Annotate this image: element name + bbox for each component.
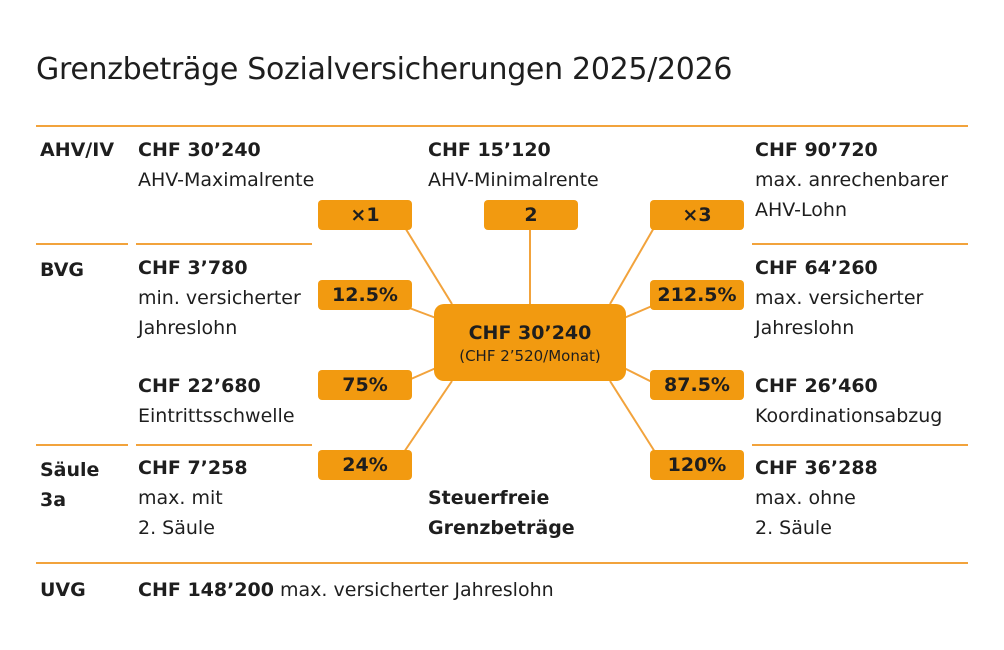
badge-120: 120% (650, 450, 744, 480)
center-monthly: (CHF 2’520/Monat) (459, 346, 601, 365)
block-ahv-max: CHF 30’240 AHV-Maximalrente (138, 135, 314, 195)
block-desc: Jahreslohn (755, 317, 855, 339)
block-amount: CHF 7’258 (138, 457, 248, 479)
block-ahv-min: CHF 15’120 AHV-Minimalrente (428, 135, 599, 195)
connector-ahv-lohn (609, 225, 656, 305)
block-desc: AHV-Lohn (755, 199, 847, 221)
block-amount: CHF 36’288 (755, 457, 878, 479)
section-bvg-label: BVG (40, 259, 85, 281)
connector-bvg-max (623, 305, 653, 319)
rule-saeule-left-a (36, 444, 128, 446)
block-desc: max. versicherter (755, 287, 924, 309)
steuerfrei-line: Steuerfreie (428, 487, 550, 509)
rule-top (36, 125, 968, 127)
section-saeule-label-line1: Säule (40, 459, 100, 481)
block-desc: Koordinationsabzug (755, 405, 943, 427)
block-desc: AHV-Maximalrente (138, 169, 315, 191)
block-desc: AHV-Minimalrente (428, 169, 599, 191)
section-saeule-label-line2: 3a (40, 489, 67, 511)
badge-x1: ×1 (318, 200, 412, 230)
block-ahv-lohn: CHF 90’720 max. anrechenbarer AHV-Lohn (755, 135, 948, 225)
block-desc: min. versicherter (138, 287, 301, 309)
rule-saeule-right (752, 444, 968, 446)
block-amount: CHF 3’780 (138, 257, 248, 279)
block-amount: CHF 30’240 (138, 139, 261, 161)
rule-bvg-right (752, 243, 968, 245)
steuerfrei-label: Steuerfreie Grenzbeträge (428, 483, 575, 543)
rule-uvg (36, 562, 968, 564)
badge-212-5: 212.5% (650, 280, 744, 310)
block-desc: Jahreslohn (138, 317, 238, 339)
connector-s3a-mit (403, 380, 453, 453)
page-title: Grenzbeträge Sozialversicherungen 2025/2… (36, 52, 733, 87)
badge-87-5: 87.5% (650, 370, 744, 400)
badge-two: 2 (484, 200, 578, 230)
rule-saeule-left-b (136, 444, 312, 446)
block-s3a-ohne: CHF 36’288 max. ohne 2. Säule (755, 453, 878, 543)
block-bvg-koord: CHF 26’460 Koordinationsabzug (755, 371, 942, 431)
block-amount: CHF 26’460 (755, 375, 878, 397)
uvg-text: max. versicherter Jahreslohn (280, 579, 554, 601)
badge-x3: ×3 (650, 200, 744, 230)
center-amount-box: CHF 30’240 (CHF 2’520/Monat) (434, 304, 626, 381)
block-amount: CHF 64’260 (755, 257, 878, 279)
connector-ahv-max (403, 225, 453, 305)
block-s3a-mit: CHF 7’258 max. mit 2. Säule (138, 453, 248, 543)
block-desc: max. mit (138, 487, 223, 509)
block-desc: max. ohne (755, 487, 856, 509)
block-desc: 2. Säule (138, 517, 215, 539)
block-bvg-max: CHF 64’260 max. versicherter Jahreslohn (755, 253, 923, 343)
block-bvg-eintritt: CHF 22’680 Eintrittsschwelle (138, 371, 295, 431)
connector-s3a-ohne (609, 380, 656, 453)
uvg-amount: CHF 148’200 (138, 579, 274, 601)
block-desc: max. anrechenbarer (755, 169, 949, 191)
rule-bvg-left-b (136, 243, 312, 245)
block-amount: CHF 90’720 (755, 139, 878, 161)
badge-24: 24% (318, 450, 412, 480)
section-uvg-label: UVG (40, 579, 86, 601)
block-amount: CHF 15’120 (428, 139, 551, 161)
section-ahv-label: AHV/IV (40, 139, 115, 161)
block-bvg-min: CHF 3’780 min. versicherter Jahreslohn (138, 253, 301, 343)
block-desc: Eintrittsschwelle (138, 405, 295, 427)
connector-bvg-koord (623, 367, 653, 383)
uvg-row: CHF 148’200 max. versicherter Jahreslohn (138, 575, 554, 605)
block-amount: CHF 22’680 (138, 375, 261, 397)
center-amount: CHF 30’240 (468, 321, 592, 344)
steuerfrei-line: Grenzbeträge (428, 517, 575, 539)
rule-bvg-left-a (36, 243, 128, 245)
block-desc: 2. Säule (755, 517, 832, 539)
badge-12-5: 12.5% (318, 280, 412, 310)
badge-75: 75% (318, 370, 412, 400)
